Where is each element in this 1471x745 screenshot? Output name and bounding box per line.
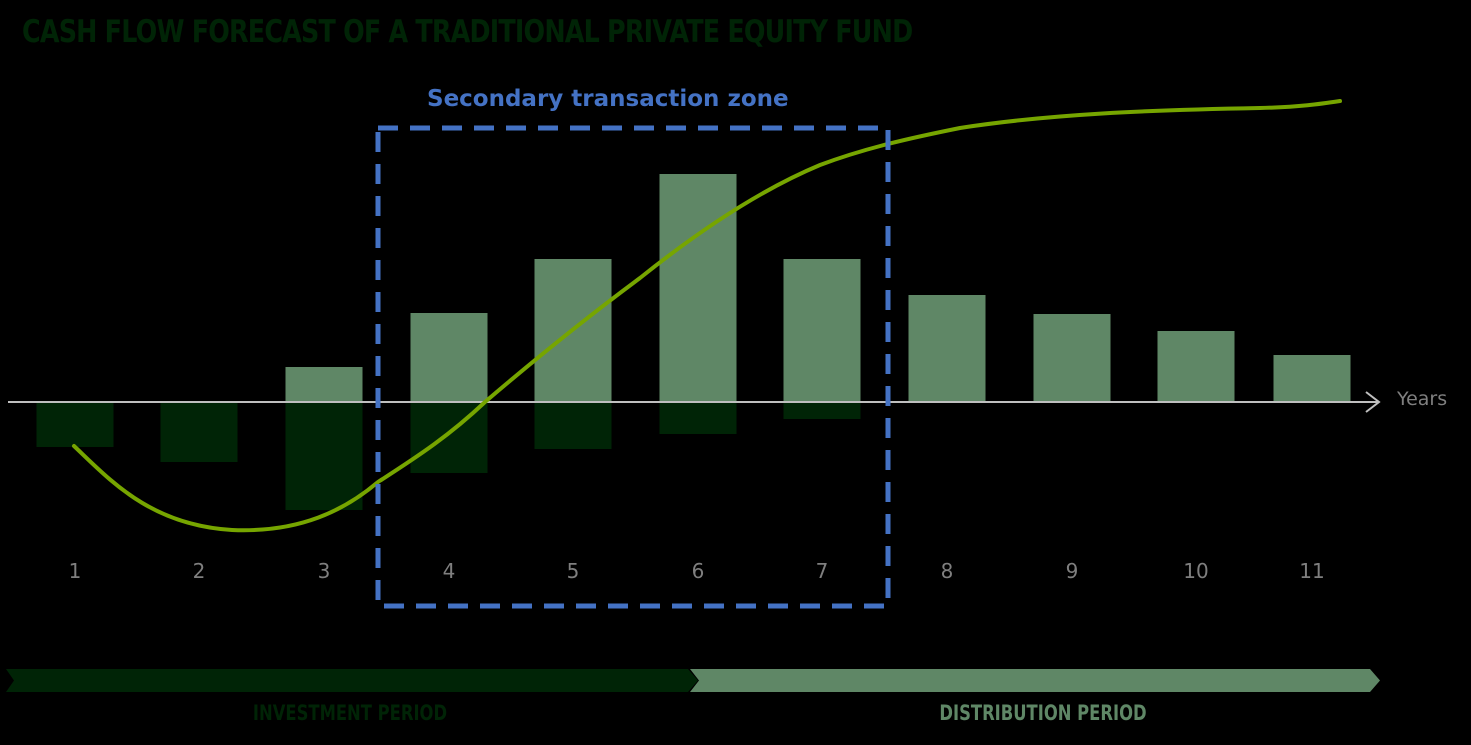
x-axis-tick-label: 9 (1065, 559, 1079, 583)
distribution-bar (783, 259, 861, 402)
x-axis-tick-label: 5 (566, 559, 580, 583)
x-axis-tick-label: 8 (940, 559, 954, 583)
x-axis-arrow-icon (1365, 391, 1381, 413)
x-axis-tick-label: 10 (1183, 559, 1209, 583)
distribution-bar (1157, 331, 1235, 402)
distribution-period-chevron (690, 669, 1380, 692)
distribution-period-label: DISTRIBUTION PERIOD (939, 701, 1147, 725)
x-axis-tick-label: 1 (68, 559, 82, 583)
x-axis-tick-label: 11 (1299, 559, 1325, 583)
capital-call-bar (36, 403, 114, 447)
investment-period-chevron (6, 669, 698, 692)
x-axis-tick-label: 2 (192, 559, 206, 583)
distribution-bar (908, 295, 986, 402)
capital-call-bar (410, 403, 488, 473)
x-axis-tick-label: 4 (442, 559, 456, 583)
x-axis-tick-label: 7 (815, 559, 829, 583)
x-axis-tick-label: 3 (317, 559, 331, 583)
x-axis-title: Years (1397, 388, 1448, 410)
distribution-bar (1033, 314, 1111, 402)
capital-call-bar (160, 403, 238, 462)
investment-period-label: INVESTMENT PERIOD (252, 701, 448, 725)
secondary-zone-label: Secondary transaction zone (427, 86, 789, 112)
bars-group (36, 174, 1351, 510)
capital-call-bar (285, 403, 363, 510)
chart-title: CASH FLOW FORECAST OF A TRADITIONAL PRIV… (22, 14, 913, 50)
x-axis-tick-label: 6 (691, 559, 705, 583)
secondary-zone-box (375, 125, 891, 609)
distribution-bar (659, 174, 737, 402)
distribution-bar (285, 367, 363, 402)
capital-call-bar (659, 403, 737, 434)
cumulative-line (72, 99, 1342, 533)
distribution-bar (410, 313, 488, 402)
distribution-bar (1273, 355, 1351, 402)
capital-call-bar (534, 403, 612, 449)
capital-call-bar (783, 403, 861, 419)
